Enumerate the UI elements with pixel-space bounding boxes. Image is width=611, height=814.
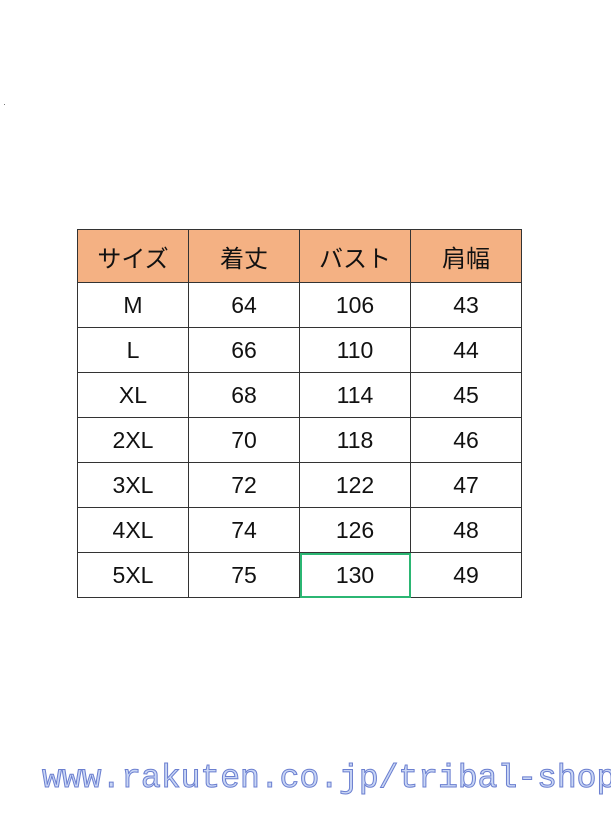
table-cell[interactable]: 4XL: [77, 507, 189, 553]
table-header-row: サイズ 着丈 バスト 肩幅: [77, 229, 522, 283]
table-row: 5XL 75 130 49: [77, 552, 522, 598]
table-row: 2XL 70 118 46: [77, 417, 522, 463]
table-cell[interactable]: 64: [188, 282, 300, 328]
table-cell[interactable]: 118: [299, 417, 411, 463]
table-cell[interactable]: 48: [410, 507, 522, 553]
table-cell[interactable]: 46: [410, 417, 522, 463]
table-cell[interactable]: 74: [188, 507, 300, 553]
table-cell[interactable]: 110: [299, 327, 411, 373]
table-cell[interactable]: 122: [299, 462, 411, 508]
table-row: L 66 110 44: [77, 327, 522, 373]
table-cell[interactable]: 126: [299, 507, 411, 553]
stray-dot: [4, 104, 5, 105]
table-cell[interactable]: 130: [299, 552, 411, 598]
table-cell[interactable]: 75: [188, 552, 300, 598]
table-cell[interactable]: 47: [410, 462, 522, 508]
shop-url-watermark: www.rakuten.co.jp/tribal-shop: [41, 760, 611, 798]
table-cell[interactable]: 70: [188, 417, 300, 463]
header-size: サイズ: [77, 229, 189, 283]
header-length: 着丈: [188, 229, 300, 283]
table-cell[interactable]: 2XL: [77, 417, 189, 463]
table-cell[interactable]: 68: [188, 372, 300, 418]
table-row: XL 68 114 45: [77, 372, 522, 418]
table-cell[interactable]: 49: [410, 552, 522, 598]
table-row: 3XL 72 122 47: [77, 462, 522, 508]
header-bust: バスト: [299, 229, 411, 283]
table-cell[interactable]: 3XL: [77, 462, 189, 508]
table-cell[interactable]: 66: [188, 327, 300, 373]
table-cell[interactable]: XL: [77, 372, 189, 418]
table-cell[interactable]: M: [77, 282, 189, 328]
table-cell[interactable]: 5XL: [77, 552, 189, 598]
table-row: M 64 106 43: [77, 282, 522, 328]
table-cell[interactable]: 114: [299, 372, 411, 418]
table-cell[interactable]: 44: [410, 327, 522, 373]
table-cell[interactable]: L: [77, 327, 189, 373]
table-cell[interactable]: 106: [299, 282, 411, 328]
table-cell[interactable]: 43: [410, 282, 522, 328]
size-chart-table: サイズ 着丈 バスト 肩幅 M 64 106 43 L 66 110 44 XL 68 114 45 2…: [77, 229, 522, 598]
table-cell[interactable]: 45: [410, 372, 522, 418]
header-shoulder: 肩幅: [410, 229, 522, 283]
table-cell[interactable]: 72: [188, 462, 300, 508]
table-row: 4XL 74 126 48: [77, 507, 522, 553]
